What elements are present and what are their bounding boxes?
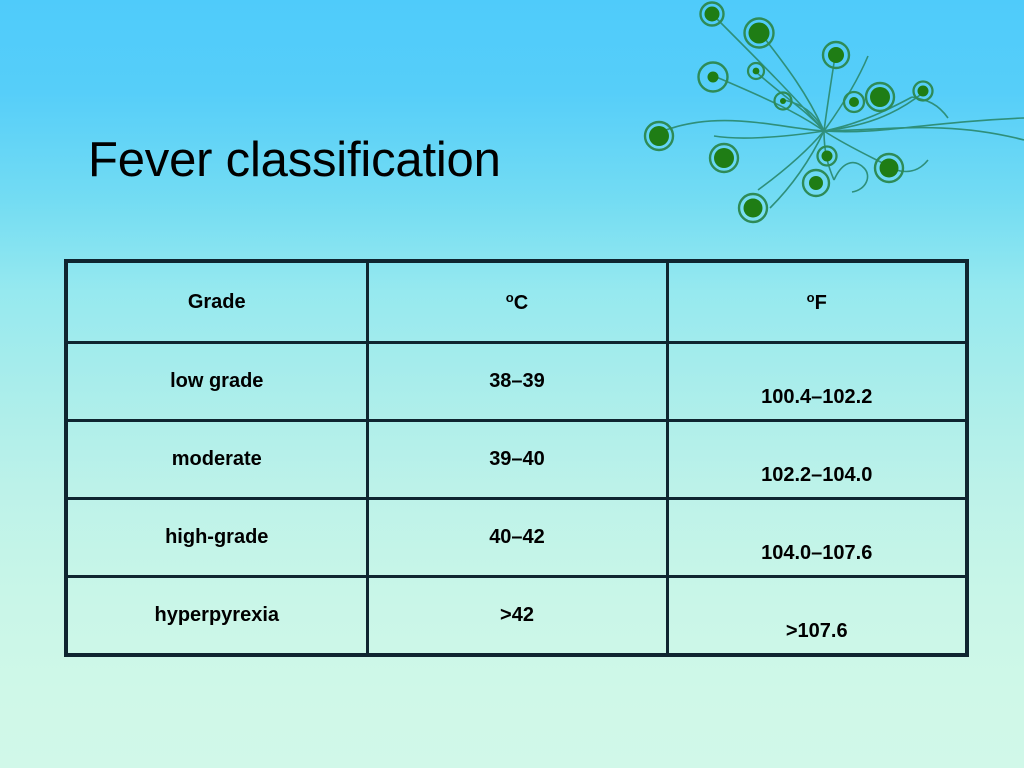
degree-symbol-celsius: o (505, 289, 514, 305)
table-row: low grade 38–39 100.4–102.2 (64, 341, 969, 422)
cell-fahrenheit: 102.2–104.0 (665, 419, 969, 500)
cell-fahrenheit: >107.6 (665, 575, 969, 657)
table-header-row: Grade oC oF (64, 259, 969, 344)
cell-fahrenheit-value: >107.6 (785, 620, 848, 642)
cell-fahrenheit: 104.0–107.6 (665, 497, 969, 578)
cell-fahrenheit-value: 104.0–107.6 (761, 542, 873, 564)
cell-fahrenheit-value: 100.4–102.2 (761, 386, 873, 408)
fever-classification-table: Grade oC oF low grade 38–39 100.4–102.2 … (64, 259, 969, 657)
degree-symbol-fahrenheit: o (806, 289, 815, 305)
column-header-grade: Grade (64, 259, 369, 344)
table-row: moderate 39–40 102.2–104.0 (64, 419, 969, 500)
vine-node-group (643, 1, 934, 224)
cell-grade: low grade (64, 341, 369, 422)
cell-celsius: 39–40 (365, 419, 669, 500)
column-header-grade-label: Grade (187, 290, 246, 313)
cell-grade: high-grade (64, 497, 369, 578)
cell-celsius: 38–39 (365, 341, 669, 422)
table-row: hyperpyrexia >42 >107.6 (64, 575, 969, 657)
column-header-celsius: oC (365, 259, 669, 344)
cell-fahrenheit: 100.4–102.2 (665, 341, 969, 422)
cell-grade: moderate (64, 419, 369, 500)
cell-fahrenheit-value: 102.2–104.0 (761, 464, 873, 486)
cell-grade: hyperpyrexia (64, 575, 369, 657)
page-title: Fever classification (88, 133, 501, 187)
vine-branch-graphic (643, 1, 1024, 224)
cell-celsius: 40–42 (365, 497, 669, 578)
column-header-celsius-label: C (513, 291, 529, 314)
column-header-fahrenheit-label: F (814, 291, 827, 314)
table-row: high-grade 40–42 104.0–107.6 (64, 497, 969, 578)
cell-celsius: >42 (365, 575, 669, 657)
column-header-fahrenheit: oF (665, 259, 969, 344)
